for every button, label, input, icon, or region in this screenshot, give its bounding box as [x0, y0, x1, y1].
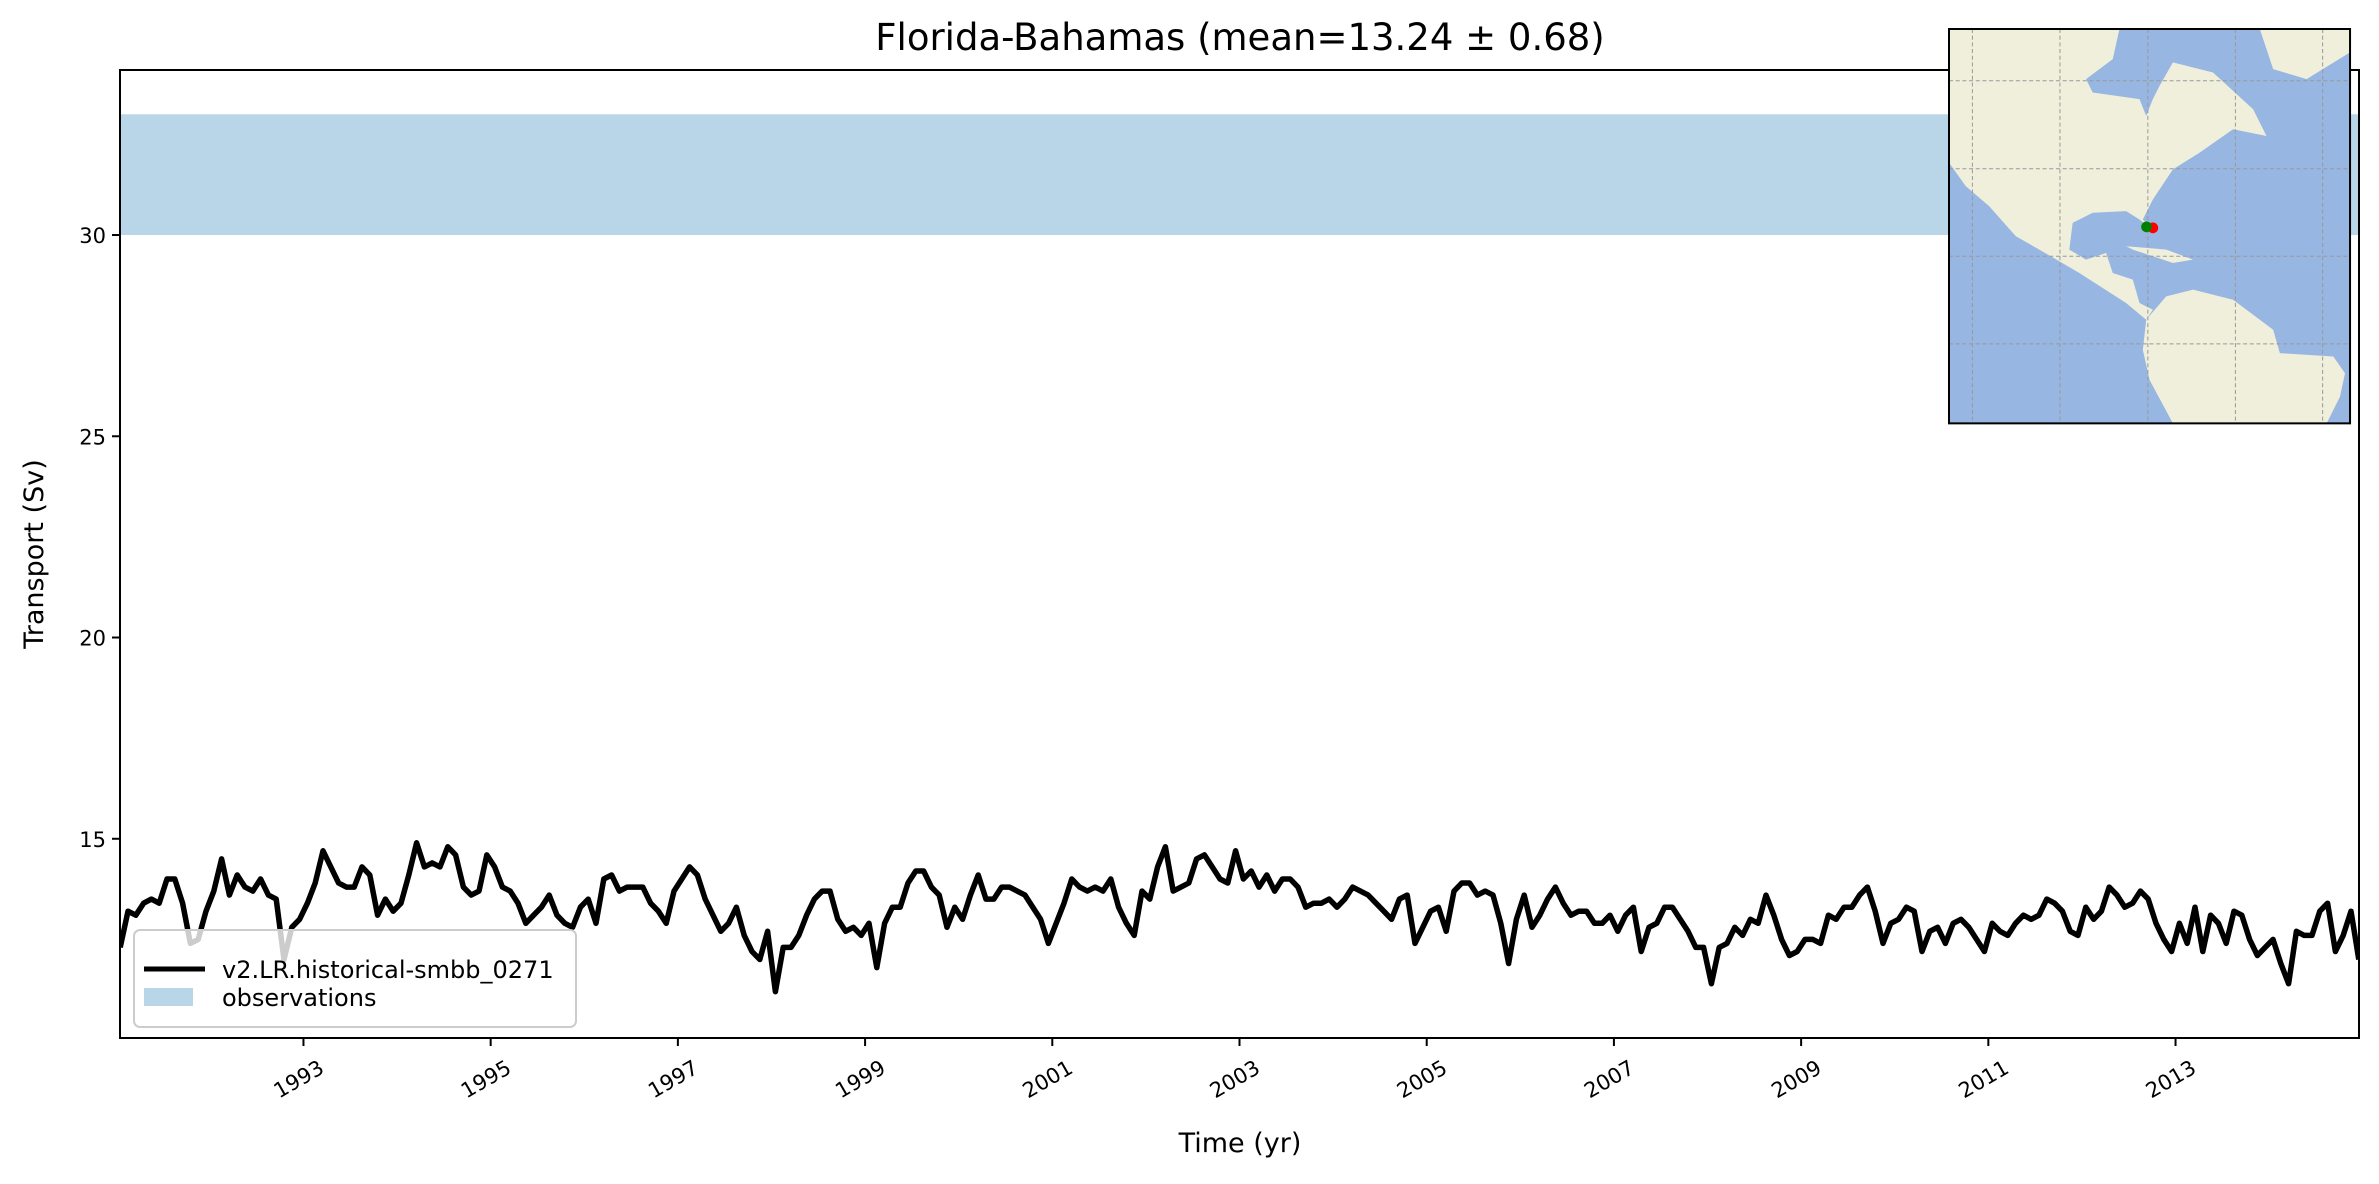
x-tick-label: 1993 [270, 1056, 328, 1104]
x-tick-label: 2007 [1580, 1056, 1638, 1104]
y-tick-label: 30 [79, 224, 106, 248]
y-tick-label: 20 [79, 627, 106, 651]
legend-label-model: v2.LR.historical-smbb_0271 [222, 956, 554, 984]
legend: v2.LR.historical-smbb_0271 observations [133, 929, 577, 1028]
y-tick-label: 25 [79, 425, 106, 449]
x-tick-label: 2009 [1767, 1056, 1825, 1104]
series-line [120, 840, 2359, 995]
x-tick-label: 2011 [1955, 1056, 2013, 1104]
inset-map [1947, 27, 2352, 425]
x-axis-label: Time (yr) [1178, 1128, 1302, 1159]
chart-title: Florida-Bahamas (mean=13.24 ± 0.68) [875, 16, 1604, 59]
x-tick-label: 1995 [457, 1056, 515, 1104]
y-tick-label: 15 [79, 828, 106, 852]
map-land-north-america [1949, 29, 2267, 320]
x-tick-label: 2001 [1019, 1056, 1077, 1104]
legend-label-observations: observations [222, 984, 376, 1012]
map-land-south-america [2142, 289, 2346, 424]
legend-frame [133, 929, 577, 1028]
y-axis-label: Transport (Sv) [19, 459, 50, 649]
x-tick-label: 1999 [831, 1056, 889, 1104]
map-frame [1947, 27, 2352, 425]
legend-observations-swatch [144, 988, 193, 1006]
x-tick-label: 2003 [1206, 1056, 1264, 1104]
x-tick-label: 2005 [1393, 1056, 1451, 1104]
map-marker-model [2141, 221, 2152, 233]
x-tick-label: 1997 [644, 1056, 702, 1104]
x-tick-label: 2013 [2142, 1056, 2200, 1104]
map-land-cuba [2126, 246, 2193, 263]
map-land-greenland [2259, 29, 2351, 80]
